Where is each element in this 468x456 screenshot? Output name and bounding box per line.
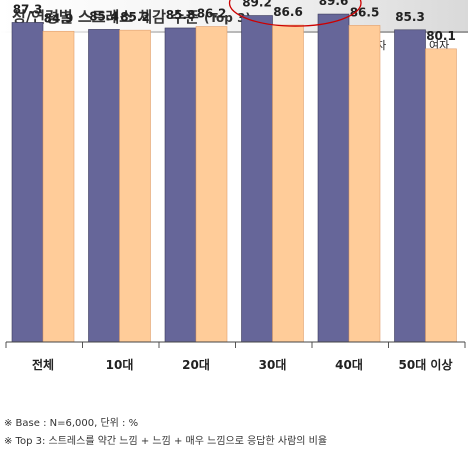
bar-남자-전체 — [11, 22, 44, 343]
bar-여자-50대-이상 — [425, 48, 457, 343]
title-bar: 성/연령별 스트레스 체감 수준 (Top 3) — [0, 0, 468, 33]
bar-남자-40대 — [317, 13, 350, 343]
bar-여자-20대 — [195, 26, 228, 343]
x-tick-label-50대-이상: 50대 이상 — [399, 357, 453, 372]
value-label-여자-10대: 85.2 — [120, 10, 150, 24]
title-underline — [0, 31, 468, 33]
bar-여자-10대 — [119, 29, 151, 343]
bars-group — [11, 13, 457, 343]
highlight-ellipse — [228, 0, 362, 27]
value-labels-group: 87.384.9 85.4 85.2 85.8 86.2 89.286.6 89.686.5… — [13, 0, 456, 43]
x-tick-label-10대: 10대 — [106, 358, 134, 372]
value-label-여자-30대: 86.6 — [273, 5, 303, 19]
value-label-여자-전체: 84.9 — [44, 11, 74, 25]
x-axis: 전체 10대 20대 30대 40대 50대 이상 — [5, 341, 466, 372]
value-label-여자-40대: 86.5 — [350, 5, 380, 19]
value-label-여자-20대: 86.2 — [197, 7, 227, 21]
value-label-남자-40대: 89.6 — [319, 0, 349, 8]
x-tick-label-20대: 20대 — [182, 358, 210, 372]
bar-남자-10대 — [88, 29, 120, 343]
value-label-남자-50대-이상: 85.3 — [395, 10, 425, 24]
footnote-base: ※ Base : N=6,000, 단위 : % — [4, 418, 139, 429]
value-label-남자-30대: 89.2 — [242, 0, 272, 10]
value-label-남자-전체: 87.3 — [13, 2, 43, 16]
x-tick-label-40대: 40대 — [335, 358, 363, 372]
bar-여자-40대 — [348, 25, 381, 343]
x-tick-label-전체: 전체 — [32, 357, 54, 372]
value-label-여자-50대-이상: 80.1 — [426, 29, 456, 43]
chart-title: 성/연령별 스트레스 체감 수준 (Top 3) — [12, 6, 251, 27]
footnote-definition: ※ Top 3: 스트레스를 약간 느낌 + 느낌 + 매우 느낌으로 응답한 … — [4, 436, 328, 447]
bar-여자-30대 — [272, 24, 304, 343]
bar-여자-전체 — [42, 30, 75, 343]
x-tick-label-30대: 30대 — [259, 358, 287, 372]
bar-남자-30대 — [241, 15, 273, 343]
chart-title-main: 성/연령별 스트레스 체감 수준 — [12, 8, 199, 26]
value-label-남자-10대: 85.4 — [89, 9, 119, 23]
bar-남자-50대-이상 — [394, 29, 426, 343]
value-label-남자-20대: 85.8 — [166, 8, 196, 22]
title-bar-background — [0, 0, 468, 32]
highlight-annotation — [228, 0, 362, 27]
bar-남자-20대 — [164, 27, 197, 343]
